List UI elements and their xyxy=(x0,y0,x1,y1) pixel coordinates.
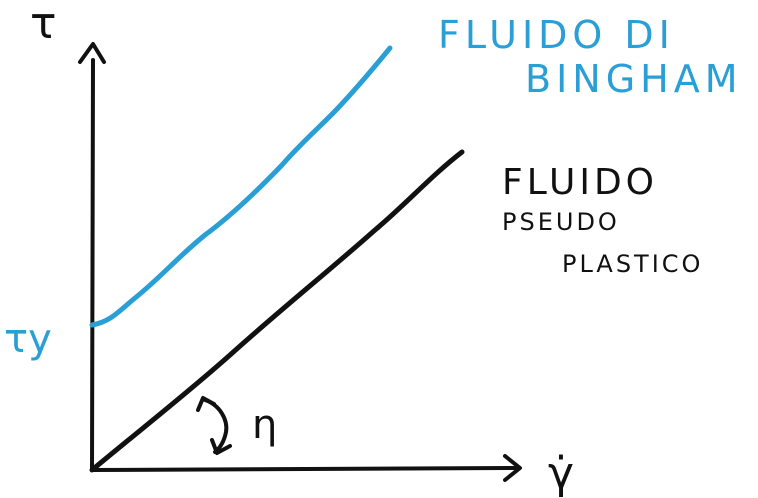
bingham-label-line2: BINGHAM xyxy=(525,57,743,101)
bingham-label-line1: FLUIDO DI xyxy=(438,13,675,57)
y-axis-arrowhead xyxy=(78,42,106,64)
pseudoplastic-label: FLUIDO PSEUDO PLASTICO xyxy=(502,162,703,278)
pseudoplastic-label-line1: FLUIDO xyxy=(502,162,658,203)
pseudoplastic-label-line2: PSEUDO xyxy=(502,208,620,236)
yield-stress-label: τy xyxy=(4,316,52,362)
y-axis-label: τ xyxy=(30,0,57,49)
slope-arc-icon xyxy=(203,398,229,454)
bingham-curve xyxy=(89,45,393,328)
bingham-label: FLUIDO DI BINGHAM xyxy=(438,13,743,101)
y-axis xyxy=(78,42,106,472)
viscosity-indicator: η xyxy=(196,396,277,455)
x-axis-line xyxy=(90,466,517,472)
x-axis-arrowhead xyxy=(503,454,522,482)
x-axis-label: γ̇ xyxy=(548,448,574,498)
slope-arrowhead-bottom-icon xyxy=(210,438,232,455)
viscosity-label: η xyxy=(252,402,277,448)
x-axis xyxy=(90,454,522,482)
y-axis-line xyxy=(90,58,95,472)
slope-arrowhead-top-icon xyxy=(196,396,216,412)
pseudoplastic-label-line3: PLASTICO xyxy=(562,250,703,278)
pseudoplastic-line xyxy=(89,149,465,473)
